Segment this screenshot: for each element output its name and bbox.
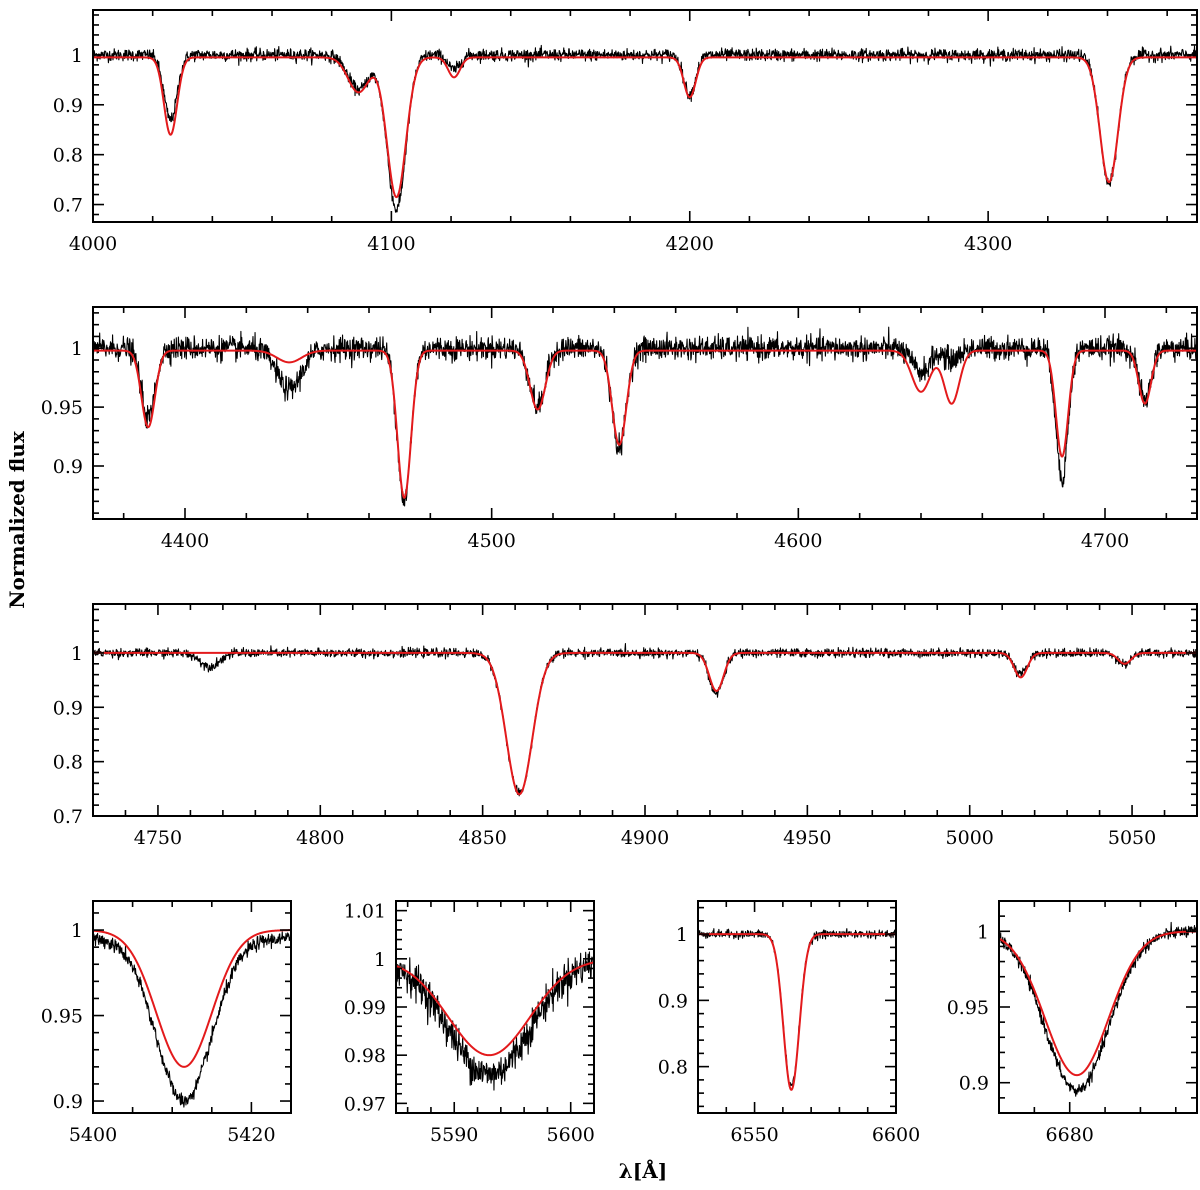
chart-panel-3: 4750 4800 4850 4900 4950 5000 5050 0.7 0.8 0.9 1 xyxy=(53,603,1198,849)
series-observed-line xyxy=(93,326,1197,507)
x-tick-label: 5590 xyxy=(430,1124,478,1146)
chart-panel-6: 6550 6600 0.8 0.9 1 xyxy=(658,900,920,1146)
y-tick-label: 0.95 xyxy=(41,397,83,419)
x-tick-label: 6680 xyxy=(1046,1124,1094,1146)
series-observed-line xyxy=(93,931,291,1108)
x-tick-label: 4000 xyxy=(69,233,117,255)
series-model-line xyxy=(396,961,594,1057)
x-tick-label: 4900 xyxy=(621,827,669,849)
y-tick-label: 0.9 xyxy=(959,1073,989,1095)
y-tick-label: 0.9 xyxy=(53,697,83,719)
y-tick-label: 1 xyxy=(374,949,386,971)
x-tick-label: 5000 xyxy=(946,827,994,849)
plot-frame xyxy=(697,900,897,1114)
series-model-line xyxy=(93,349,1197,499)
y-tick-label: 0.8 xyxy=(53,752,83,774)
series-observed-line xyxy=(999,921,1197,1097)
chart-panel-5: 5590 5600 0.97 0.98 0.99 1 1.01 xyxy=(344,900,595,1146)
chart-panel-7: 6680 0.9 0.95 1 xyxy=(947,900,1198,1146)
x-tick-label: 5600 xyxy=(547,1124,595,1146)
y-tick-label: 1 xyxy=(71,338,83,360)
y-tick-label: 1 xyxy=(977,921,989,943)
y-tick-label: 0.8 xyxy=(53,145,83,167)
x-tick-label: 5420 xyxy=(227,1124,275,1146)
y-tick-label: 1 xyxy=(676,924,688,946)
x-tick-label: 4950 xyxy=(783,827,831,849)
x-tick-label: 4700 xyxy=(1081,530,1129,552)
y-tick-label: 0.9 xyxy=(53,456,83,478)
y-tick-label: 1 xyxy=(71,920,83,942)
chart-panel-1: 4000 4100 4200 4300 0.7 0.8 0.9 1 xyxy=(53,9,1198,255)
x-axis-title: λ[Å] xyxy=(619,1159,667,1183)
plot-frame xyxy=(92,9,1198,223)
panels-group: 4000 4100 4200 4300 0.7 0.8 0.9 1 4400 4500 4600 47… xyxy=(41,9,1198,1146)
series-model-line xyxy=(999,930,1197,1077)
x-tick-label: 4400 xyxy=(161,530,209,552)
plot-frame xyxy=(92,306,1198,520)
plot-frame xyxy=(92,603,1198,817)
y-tick-label: 0.7 xyxy=(53,195,83,217)
x-tick-label: 4200 xyxy=(666,233,714,255)
series-observed-line xyxy=(93,44,1197,213)
x-tick-label: 4600 xyxy=(774,530,822,552)
y-tick-label: 0.9 xyxy=(53,1091,83,1113)
series-model-line xyxy=(93,56,1197,199)
series-observed-line xyxy=(396,951,594,1091)
x-tick-label: 5050 xyxy=(1108,827,1156,849)
y-tick-label: 0.7 xyxy=(53,806,83,828)
x-tick-label: 6600 xyxy=(872,1124,920,1146)
series-model-line xyxy=(698,933,896,1091)
x-tick-label: 4500 xyxy=(467,530,515,552)
plot-frame xyxy=(92,900,292,1114)
y-tick-label: 0.95 xyxy=(947,997,989,1019)
y-tick-label: 0.98 xyxy=(344,1045,386,1067)
x-tick-label: 4850 xyxy=(458,827,506,849)
y-tick-label: 0.8 xyxy=(658,1057,688,1079)
y-tick-label: 0.95 xyxy=(41,1006,83,1028)
y-tick-label: 0.9 xyxy=(53,95,83,117)
x-tick-label: 4100 xyxy=(367,233,415,255)
x-tick-label: 5400 xyxy=(69,1124,117,1146)
chart-panel-4: 5400 5420 0.9 0.95 1 xyxy=(41,900,292,1146)
series-model-line xyxy=(93,929,291,1068)
y-tick-label: 0.99 xyxy=(344,997,386,1019)
y-tick-label: 1 xyxy=(71,45,83,67)
x-tick-label: 4300 xyxy=(964,233,1012,255)
y-tick-label: 0.9 xyxy=(658,990,688,1012)
x-tick-label: 6550 xyxy=(730,1124,778,1146)
y-tick-label: 0.97 xyxy=(344,1093,386,1115)
y-tick-label: 1 xyxy=(71,643,83,665)
x-tick-label: 4800 xyxy=(296,827,344,849)
chart-panel-2: 4400 4500 4600 4700 0.9 0.95 1 xyxy=(41,306,1198,552)
y-axis-title: Normalized flux xyxy=(5,430,29,609)
x-tick-label: 4750 xyxy=(134,827,182,849)
series-model-line xyxy=(93,651,1197,796)
y-tick-label: 1.01 xyxy=(344,901,386,923)
series-observed-line xyxy=(93,643,1197,797)
